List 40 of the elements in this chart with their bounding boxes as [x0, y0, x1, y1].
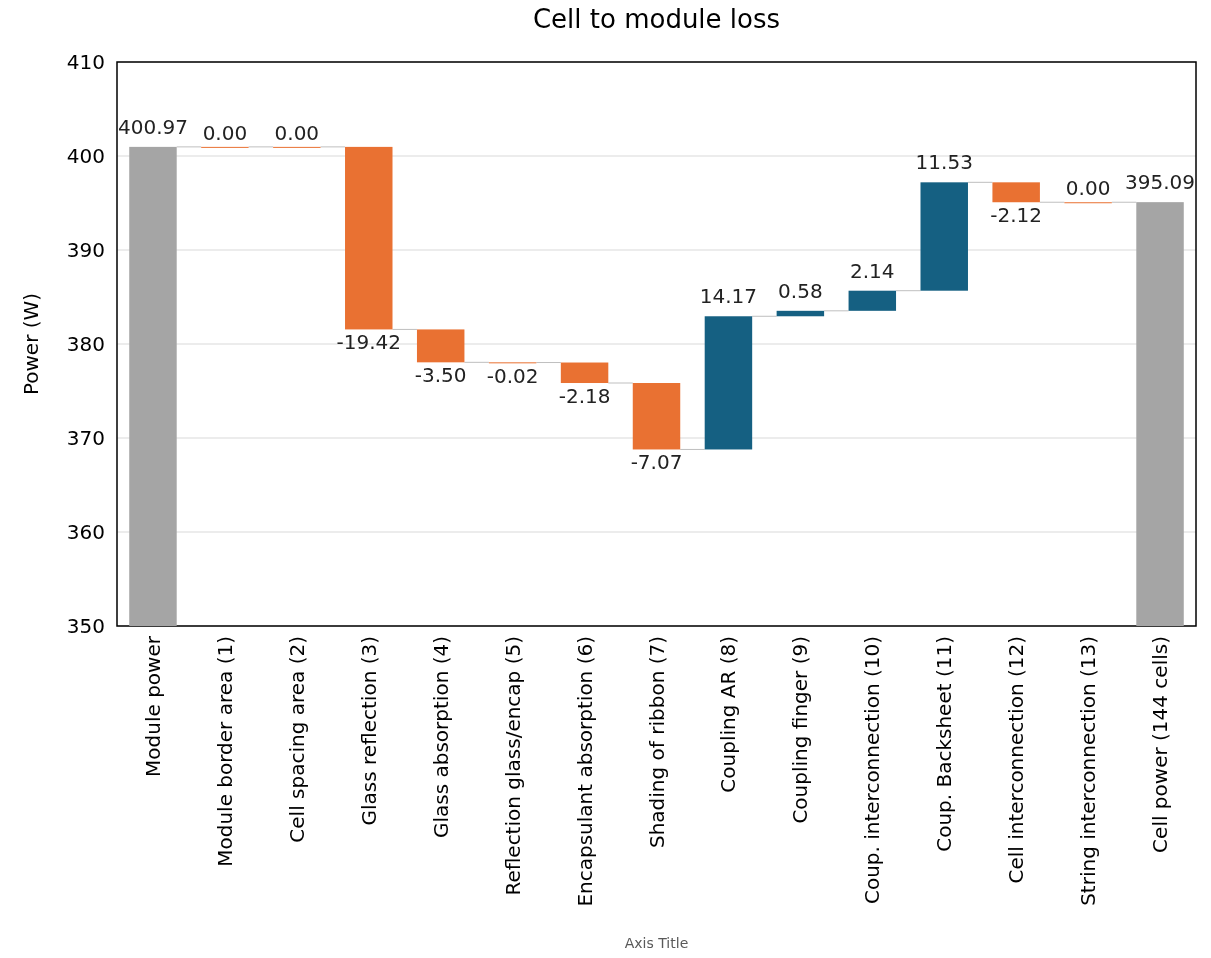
y-tick-label: 380 [66, 332, 105, 356]
y-tick-label: 390 [66, 238, 105, 262]
x-tick-label: Glass absorption (4) [428, 636, 453, 839]
x-tick-label: Coup. interconnection (10) [860, 636, 885, 905]
x-tick-label: Module border area (1) [212, 636, 237, 867]
data-label: -0.02 [486, 363, 539, 388]
data-label: 395.09 [1125, 170, 1196, 195]
x-tick-label: Coupling AR (8) [716, 636, 741, 793]
data-label: 14.17 [699, 284, 758, 309]
x-axis-title: Axis Title [624, 935, 689, 951]
data-label: -3.50 [414, 363, 467, 388]
data-label: 0.58 [778, 278, 823, 303]
x-tick-label: Encapsulant absorption (6) [572, 636, 597, 907]
x-tick-label: Coupling finger (9) [788, 636, 813, 824]
x-tick-label: Coup. Backsheet (11) [932, 636, 957, 852]
x-tick-label: String interconnection (13) [1076, 636, 1101, 906]
data-label: 0.00 [1065, 176, 1111, 201]
data-label: -7.07 [630, 450, 683, 475]
x-tick-label: Cell spacing area (2) [284, 636, 309, 843]
data-label: -2.18 [558, 384, 611, 409]
y-tick-label: 410 [66, 50, 105, 74]
data-label: -2.12 [990, 203, 1043, 228]
y-axis-title: Power (W) [19, 292, 43, 396]
x-tick-label: Cell power (144 cells) [1148, 636, 1173, 853]
x-tick-label: Reflection glass/encap (5) [500, 636, 525, 896]
data-label: 2.14 [850, 258, 895, 283]
y-tick-label: 350 [66, 614, 105, 638]
x-tick-label: Module power [140, 635, 165, 777]
data-label: 400.97 [117, 114, 188, 139]
data-label: 11.53 [915, 150, 973, 175]
x-tick-label: Cell interconnection (12) [1004, 636, 1029, 884]
y-tick-label: 360 [66, 520, 105, 544]
chart-title: Cell to module loss [532, 4, 781, 34]
data-label: 0.00 [274, 120, 320, 145]
x-tick-label: Shading of ribbon (7) [644, 636, 669, 849]
data-label: 0.00 [202, 120, 248, 145]
x-tick-label: Glass reflection (3) [356, 636, 381, 826]
y-tick-label: 400 [66, 144, 105, 168]
y-tick-label: 370 [66, 426, 105, 450]
data-label: -19.42 [336, 330, 402, 355]
